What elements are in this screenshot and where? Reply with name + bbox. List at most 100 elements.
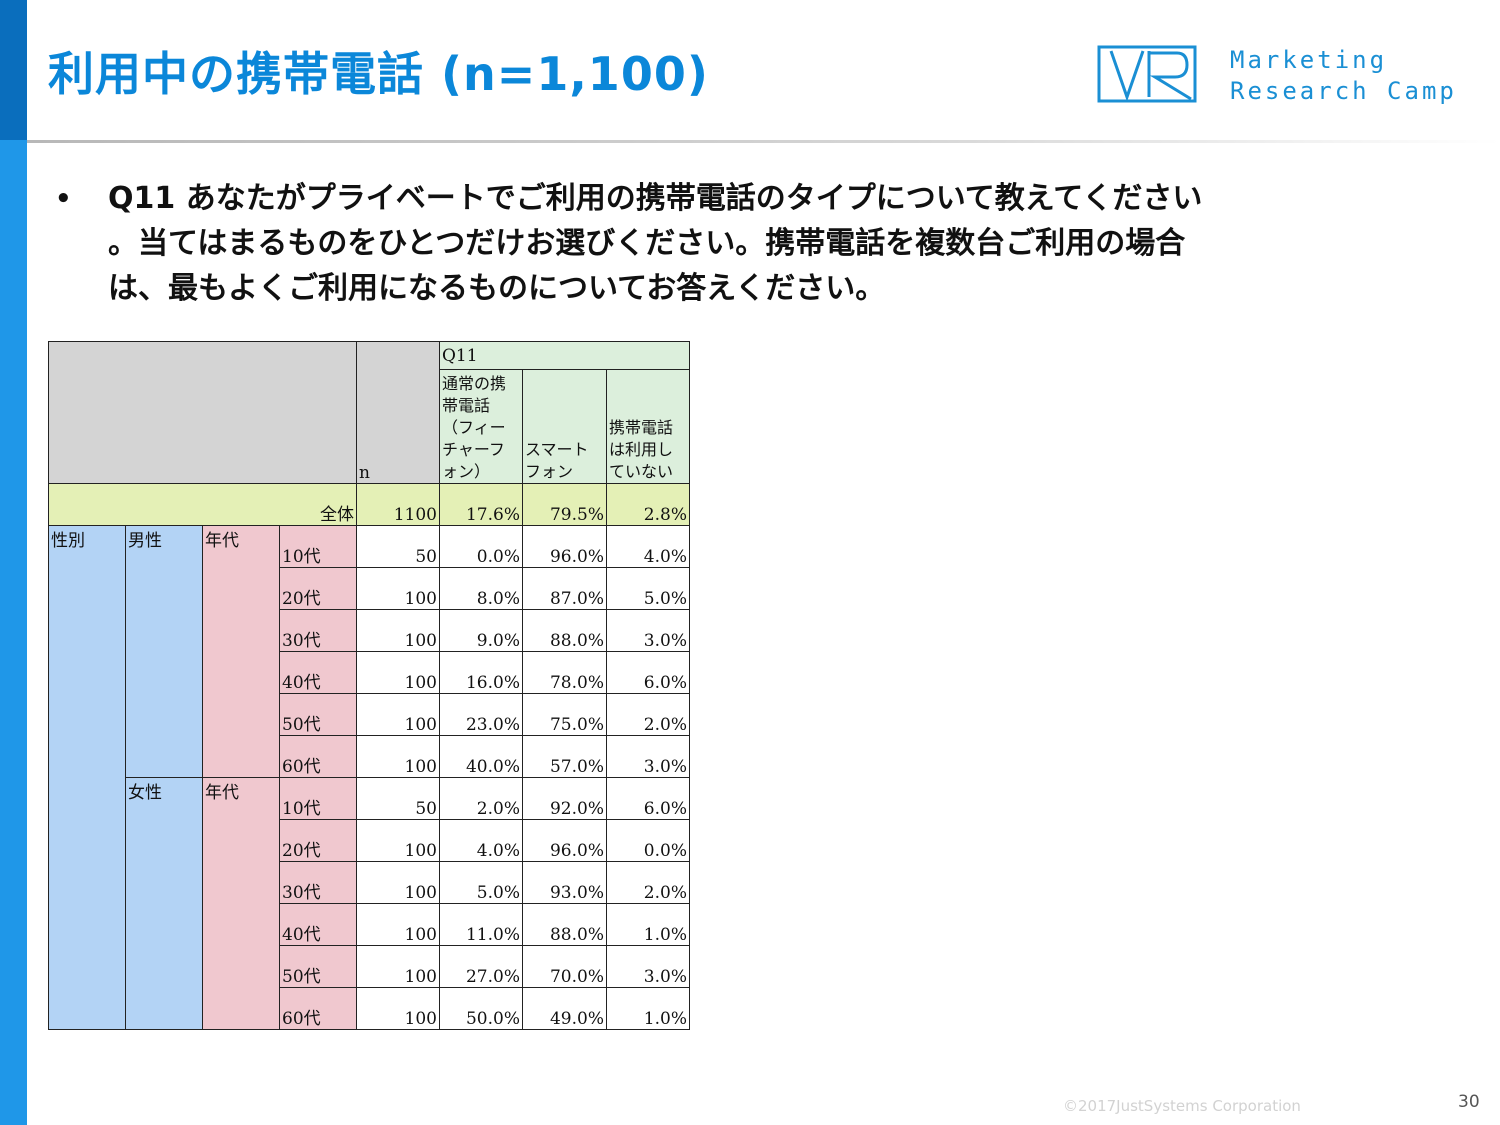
value-cell: 2.0% [439, 777, 523, 820]
mrc-logo-icon [1097, 45, 1197, 103]
value-cell: 4.0% [439, 819, 523, 862]
value-cell: 3.0% [606, 609, 690, 652]
value-cell: 2.0% [606, 861, 690, 904]
age-cell: 60代 [279, 735, 357, 778]
bullet-icon: • [55, 184, 72, 214]
n-cell: 100 [356, 567, 440, 610]
value-cell: 9.0% [439, 609, 523, 652]
value-cell: 57.0% [522, 735, 607, 778]
value-cell: 27.0% [439, 945, 523, 988]
brand-line-1: Marketing [1230, 46, 1388, 74]
value-cell: 1.0% [606, 903, 690, 946]
column-header-no-phone: 携帯電話は利用していない [606, 369, 690, 484]
n-cell: 100 [356, 861, 440, 904]
value-cell: 4.0% [606, 525, 690, 568]
value-cell: 2.0% [606, 693, 690, 736]
value-cell: 96.0% [522, 525, 607, 568]
value-cell: 5.0% [606, 567, 690, 610]
value-cell: 1.0% [606, 987, 690, 1030]
value-cell: 75.0% [522, 693, 607, 736]
table-row: 60代 100 50.0% 49.0% 1.0% [49, 987, 690, 1030]
value-cell: 6.0% [606, 777, 690, 820]
table-row: 20代 100 8.0% 87.0% 5.0% [49, 567, 690, 610]
n-cell: 100 [356, 819, 440, 862]
sidebar-accent [0, 140, 27, 1125]
table-row: 女性 年代 10代 50 2.0% 92.0% 6.0% [49, 777, 690, 1030]
n-cell: 50 [356, 777, 440, 820]
table-row: 40代 100 16.0% 78.0% 6.0% [49, 651, 690, 694]
n-cell: 100 [356, 693, 440, 736]
total-n: 1100 [356, 483, 440, 526]
n-cell: 100 [356, 651, 440, 694]
value-cell: 50.0% [439, 987, 523, 1030]
value-cell: 88.0% [522, 903, 607, 946]
value-cell: 96.0% [522, 819, 607, 862]
total-value: 2.8% [606, 483, 690, 526]
value-cell: 70.0% [522, 945, 607, 988]
age-cell: 30代 [279, 609, 357, 652]
value-cell: 49.0% [522, 987, 607, 1030]
age-cell: 40代 [279, 651, 357, 694]
n-cell: 50 [356, 525, 440, 568]
value-cell: 40.0% [439, 735, 523, 778]
value-cell: 0.0% [439, 525, 523, 568]
age-cell: 50代 [279, 693, 357, 736]
question-text: Q11 あなたがプライベートでご利用の携帯電話のタイプについて教えてください 。… [108, 181, 1203, 306]
table-row: 50代 100 27.0% 70.0% 3.0% [49, 945, 690, 988]
value-cell: 93.0% [522, 861, 607, 904]
header-row-question: n Q11 [48, 341, 690, 484]
table-row: 性別 男性 年代 10代 50 0.0% 96.0% 4.0% [48, 525, 690, 1030]
age-cell: 40代 [279, 903, 357, 946]
value-cell: 6.0% [606, 651, 690, 694]
value-cell: 23.0% [439, 693, 523, 736]
total-value: 79.5% [522, 483, 607, 526]
n-cell: 100 [356, 987, 440, 1030]
column-header-smartphone: スマートフォン [522, 369, 607, 484]
table-row: 50代 100 23.0% 75.0% 2.0% [49, 693, 690, 736]
total-label: 全体 [48, 483, 357, 526]
value-cell: 92.0% [522, 777, 607, 820]
age-group-cell: 年代 [202, 777, 280, 1030]
age-group-cell: 年代 [202, 525, 280, 778]
age-cell: 20代 [279, 819, 357, 862]
n-cell: 100 [356, 735, 440, 778]
brand-name: Marketing Research Camp [1230, 45, 1457, 107]
age-cell: 10代 [279, 525, 357, 568]
results-table: n Q11 通常の携帯電話（フィーチャーフォン） スマートフォン 携帯電話は利用… [48, 341, 690, 1030]
age-cell: 10代 [279, 777, 357, 820]
page-number: 30 [1458, 1092, 1480, 1112]
age-cell: 20代 [279, 567, 357, 610]
age-cell: 30代 [279, 861, 357, 904]
header-divider [27, 140, 1500, 143]
value-cell: 3.0% [606, 945, 690, 988]
total-row: 全体 1100 17.6% 79.5% 2.8% [48, 483, 690, 526]
n-cell: 100 [356, 945, 440, 988]
age-cell: 60代 [279, 987, 357, 1030]
total-value: 17.6% [439, 483, 523, 526]
value-cell: 88.0% [522, 609, 607, 652]
header-row-columns: 通常の携帯電話（フィーチャーフォン） スマートフォン 携帯電話は利用していない [49, 369, 690, 484]
age-cell: 50代 [279, 945, 357, 988]
value-cell: 5.0% [439, 861, 523, 904]
gender-category-cell: 性別 [48, 525, 126, 1030]
n-header: n [356, 341, 440, 484]
value-cell: 8.0% [439, 567, 523, 610]
n-cell: 100 [356, 609, 440, 652]
column-header-feature-phone: 通常の携帯電話（フィーチャーフォン） [439, 369, 523, 484]
n-cell: 100 [356, 903, 440, 946]
value-cell: 16.0% [439, 651, 523, 694]
page-title: 利用中の携帯電話 (n=1,100) [48, 47, 709, 101]
gender-cell: 男性 [125, 525, 203, 778]
value-cell: 78.0% [522, 651, 607, 694]
value-cell: 3.0% [606, 735, 690, 778]
table-row: 60代 100 40.0% 57.0% 3.0% [49, 735, 690, 778]
brand-line-2: Research Camp [1230, 77, 1457, 105]
value-cell: 0.0% [606, 819, 690, 862]
value-cell: 11.0% [439, 903, 523, 946]
copyright: ©2017JustSystems Corporation [1063, 1097, 1301, 1115]
value-cell: 87.0% [522, 567, 607, 610]
sidebar-accent-top [0, 0, 27, 140]
header-corner-cell [48, 341, 357, 484]
q11-header: Q11 [439, 341, 690, 370]
gender-cell: 女性 [125, 777, 203, 1030]
